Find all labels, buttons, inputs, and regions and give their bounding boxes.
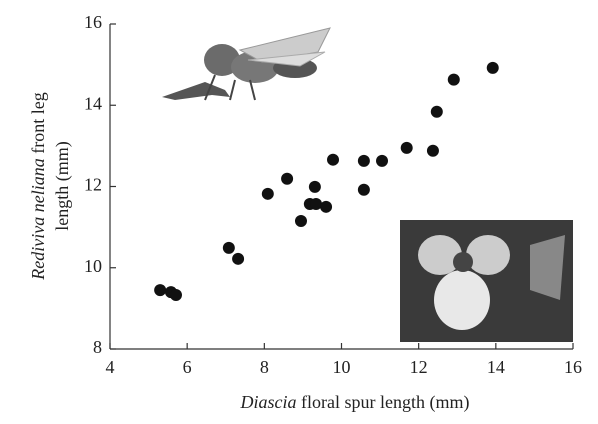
point [376, 155, 388, 167]
y-axis-label: Rediviva neliana front leg [28, 92, 48, 280]
x-tick-label: 6 [183, 357, 192, 377]
point [431, 106, 443, 118]
point [295, 215, 307, 227]
point [309, 181, 321, 193]
point [327, 154, 339, 166]
point [170, 289, 182, 301]
y-tick-label: 8 [93, 337, 102, 357]
point [427, 145, 439, 157]
x-tick-label: 12 [410, 357, 428, 377]
x-tick-label: 14 [487, 357, 505, 377]
x-axis-label-rest: floral spur length (mm) [297, 392, 470, 413]
bee-illustration [162, 28, 330, 100]
point [448, 74, 460, 86]
x-axis-label-italic: Diascia [240, 392, 297, 412]
y-tick-label: 12 [84, 175, 102, 195]
point [154, 284, 166, 296]
y-axis-label-rest: front leg [28, 92, 48, 158]
chart: Diascia floral spur length (mm) Rediviva… [0, 0, 598, 419]
point [281, 173, 293, 185]
x-tick-label: 4 [106, 357, 115, 377]
point [320, 201, 332, 213]
point [358, 184, 370, 196]
y-tick-label: 10 [84, 256, 102, 276]
flower-photo [400, 220, 573, 342]
x-tick-label: 8 [260, 357, 269, 377]
y-tick-label: 14 [84, 93, 102, 113]
point [232, 253, 244, 265]
x-axis-label: Diascia floral spur length (mm) [240, 392, 470, 413]
y-tick-label: 16 [84, 12, 102, 32]
point [262, 188, 274, 200]
point [358, 155, 370, 167]
x-tick-label: 10 [333, 357, 351, 377]
point [487, 62, 499, 74]
x-tick-label: 16 [564, 357, 582, 377]
point [223, 242, 235, 254]
y-axis-label-italic: Rediviva neliana [28, 158, 48, 280]
y-axis-label-line2: length (mm) [52, 141, 73, 230]
point [401, 142, 413, 154]
